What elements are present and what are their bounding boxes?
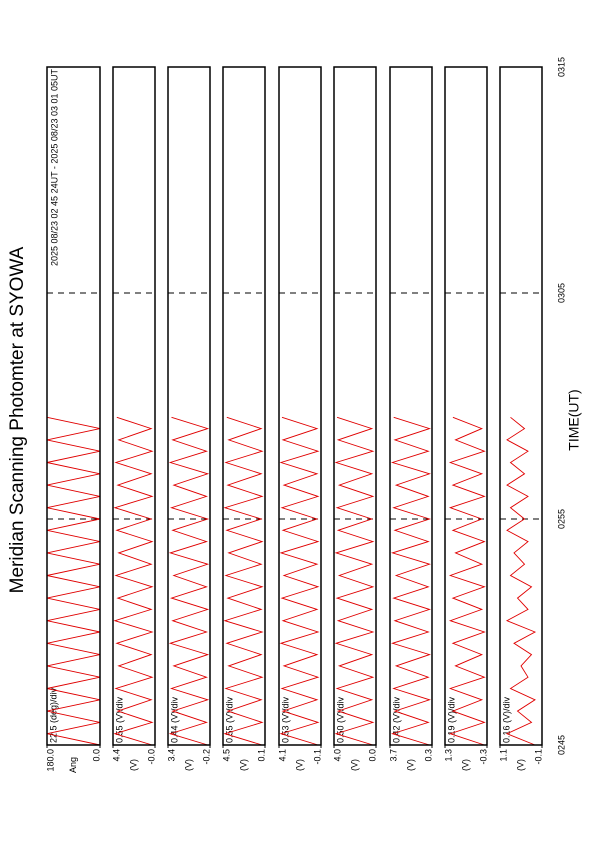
panel-frame <box>389 66 433 746</box>
panel-frame <box>167 66 211 746</box>
scale-label: 0.55 (V)/div <box>114 696 124 743</box>
y-tick-label: -0.2 <box>201 749 211 765</box>
y-axis-label: (V) <box>460 759 470 771</box>
scale-label: 0.16 (V)/div <box>501 696 511 743</box>
y-tick-label: -0.3 <box>478 749 488 765</box>
y-axis-label: (V) <box>128 759 138 771</box>
y-tick-label: 1.1 <box>498 749 508 762</box>
y-tick-label: -0.1 <box>533 749 543 765</box>
data-line <box>505 416 537 746</box>
scale-label: 0.53 (V)/div <box>280 696 290 743</box>
y-tick-label: 3.4 <box>166 749 176 762</box>
scale-label: 22.5 (deg)/div <box>48 687 58 743</box>
scale-label: 0.44 (V)/div <box>169 696 179 743</box>
panel-frame <box>222 66 266 746</box>
chart-title: Meridian Scanning Photomter at SYOWA <box>7 246 28 593</box>
y-tick-label: 1.3 <box>443 749 453 762</box>
data-line <box>113 416 154 746</box>
y-tick-label: 3.7 <box>388 749 398 762</box>
data-line <box>279 416 320 746</box>
panel-frame <box>499 66 543 746</box>
x-tick-label: 0315 <box>556 57 566 77</box>
data-line <box>168 416 210 746</box>
scale-label: 0.50 (V)/div <box>335 696 345 743</box>
y-tick-label: -0.1 <box>312 749 322 765</box>
y-tick-label: 4.5 <box>221 749 231 762</box>
panel-frame <box>333 66 377 746</box>
x-tick-label: 0245 <box>556 735 566 755</box>
rotated-frame: Meridian Scanning Photomter at SYOWA 202… <box>7 57 582 773</box>
y-tick-label: 4.0 <box>332 749 342 762</box>
x-axis-label: TIME(UT) <box>566 389 582 450</box>
scale-label: 0.55 (V)/div <box>224 696 234 743</box>
y-axis-label: (V) <box>294 759 304 771</box>
y-axis-label: (V) <box>515 759 525 771</box>
y-tick-label: 0.0 <box>91 749 101 762</box>
y-axis-label: (V) <box>349 759 359 771</box>
y-tick-label: -0.0 <box>146 749 156 765</box>
data-line <box>448 416 486 746</box>
x-tick-label: 0255 <box>556 509 566 529</box>
y-axis-label: (V) <box>238 759 248 771</box>
y-tick-label: 4.1 <box>277 749 287 762</box>
data-line <box>334 416 375 746</box>
x-tick-label: 0305 <box>556 283 566 303</box>
y-axis-label: (V) <box>183 759 193 771</box>
panel-frame <box>112 66 156 746</box>
time-range: 2025 08/23 02 45 24UT - 2025 08/23 03 01… <box>49 69 59 266</box>
data-line <box>390 416 431 746</box>
data-line <box>223 416 264 746</box>
y-tick-label: 0.3 <box>423 749 433 762</box>
y-tick-label: 4.4 <box>111 749 121 762</box>
panel-frame <box>444 66 488 746</box>
scale-label: 0.42 (V)/div <box>391 696 401 743</box>
scale-label: 0.19 (V)/div <box>446 696 456 743</box>
y-tick-label: 0.1 <box>256 749 266 762</box>
y-tick-label: 0.0 <box>367 749 377 762</box>
data-line <box>46 416 101 746</box>
panel-frame <box>46 66 101 746</box>
y-axis-label: (V) <box>405 759 415 771</box>
y-tick-label: 180.0 <box>45 749 55 772</box>
panel-frame <box>278 66 322 746</box>
y-axis-label: Ang <box>68 757 78 773</box>
